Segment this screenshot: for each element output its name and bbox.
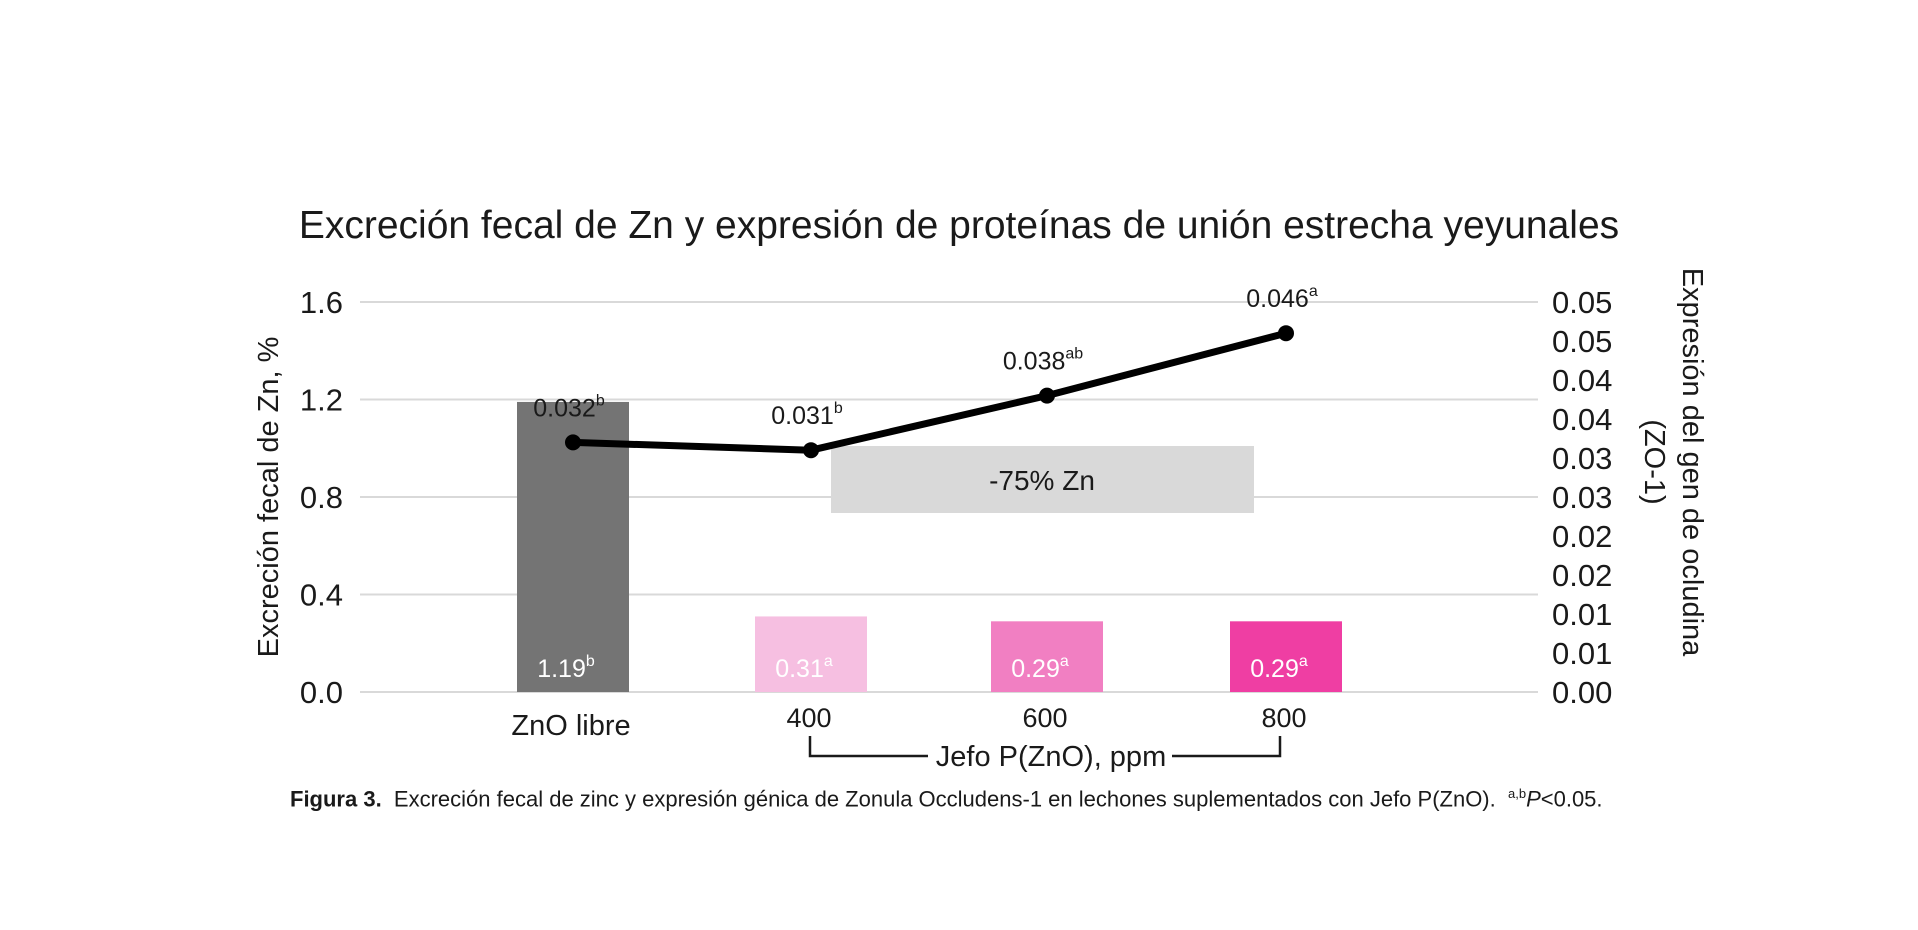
caption-sig-value: <0.05. [1540,786,1603,812]
annotation-box [831,446,1254,513]
caption-sig-superscript: a,b [1507,786,1527,801]
bar-value-label: 1.19b [537,653,595,683]
annotation-text: -75% Zn [989,465,1095,496]
x-tick-label: 600 [1022,703,1067,733]
y2-tick-label: 0.00 [1552,675,1612,710]
line-point [803,442,819,459]
line-path [572,329,1287,454]
y-tick-label: 0.4 [300,578,343,613]
y-tick-label: 0.8 [300,480,343,515]
x-tick-label: 400 [786,703,831,733]
y2-tick-label: 0.04 [1552,402,1612,437]
x-group-label: Jefo P(ZnO), ppm [936,741,1166,773]
line-value-label: 0.032b [533,392,605,422]
y2-tick-label: 0.03 [1552,441,1612,476]
y2-tick-label: 0.05 [1552,324,1612,359]
bar [991,621,1103,692]
annotation: -75% Zn [831,446,1254,513]
line-point [565,434,581,451]
y2-tick-label: 0.01 [1552,597,1612,632]
line-point [1039,387,1055,404]
y-tick-label: 1.6 [300,285,343,320]
y2-tick-label: 0.02 [1552,519,1612,554]
y2-tick-label: 0.05 [1552,285,1612,320]
bar-value-label: 0.31a [775,653,833,683]
group-bracket-right [1172,736,1282,758]
y2-tick-label: 0.01 [1552,636,1612,671]
x-tick-label: ZnO libre [511,710,630,742]
chart-title: Excreción fecal de Zn y expresión de pro… [299,204,1619,247]
caption-text: Excreción fecal de zinc y expresión géni… [393,786,1496,812]
axes: 0.0 0.4 0.8 1.2 1.6 0.00 0.01 0.01 0.02 0.02 0.03 0… [253,268,1708,773]
line-point [1278,325,1294,342]
line-value-label: 0.046a [1246,283,1318,313]
bar [1230,621,1342,692]
y2-tick-label: 0.03 [1552,480,1612,515]
line-value-label: 0.031b [771,400,843,430]
x-tick-label: 800 [1261,703,1306,733]
line-value-label: 0.038ab [1003,346,1083,376]
y-tick-label: 0.0 [300,675,343,710]
y2-tick-label: 0.04 [1552,363,1612,398]
bar [755,616,867,692]
bar-value-label: 0.29a [1011,653,1069,683]
caption-sig-p: P [1526,786,1541,812]
bar-series: 1.19b 0.31a 0.29a 0.29a [517,401,1342,692]
caption-label: Figura 3. [290,786,382,812]
figure-caption: Figura 3. Excreción fecal de zinc y expr… [290,786,1603,812]
y2-axis-label: Expresión del gen de ocludina [1676,268,1708,657]
y-axis-label: Excreción fecal de Zn, % [253,337,285,658]
group-bracket-left [808,736,928,758]
y-tick-label: 1.2 [300,383,343,418]
y2-axis-label: (ZO-1) [1638,419,1670,504]
line-series: 0.032b 0.031b 0.038ab 0.046a [533,283,1318,459]
bar-value-label: 0.29a [1250,653,1308,683]
y2-tick-label: 0.02 [1552,558,1612,593]
